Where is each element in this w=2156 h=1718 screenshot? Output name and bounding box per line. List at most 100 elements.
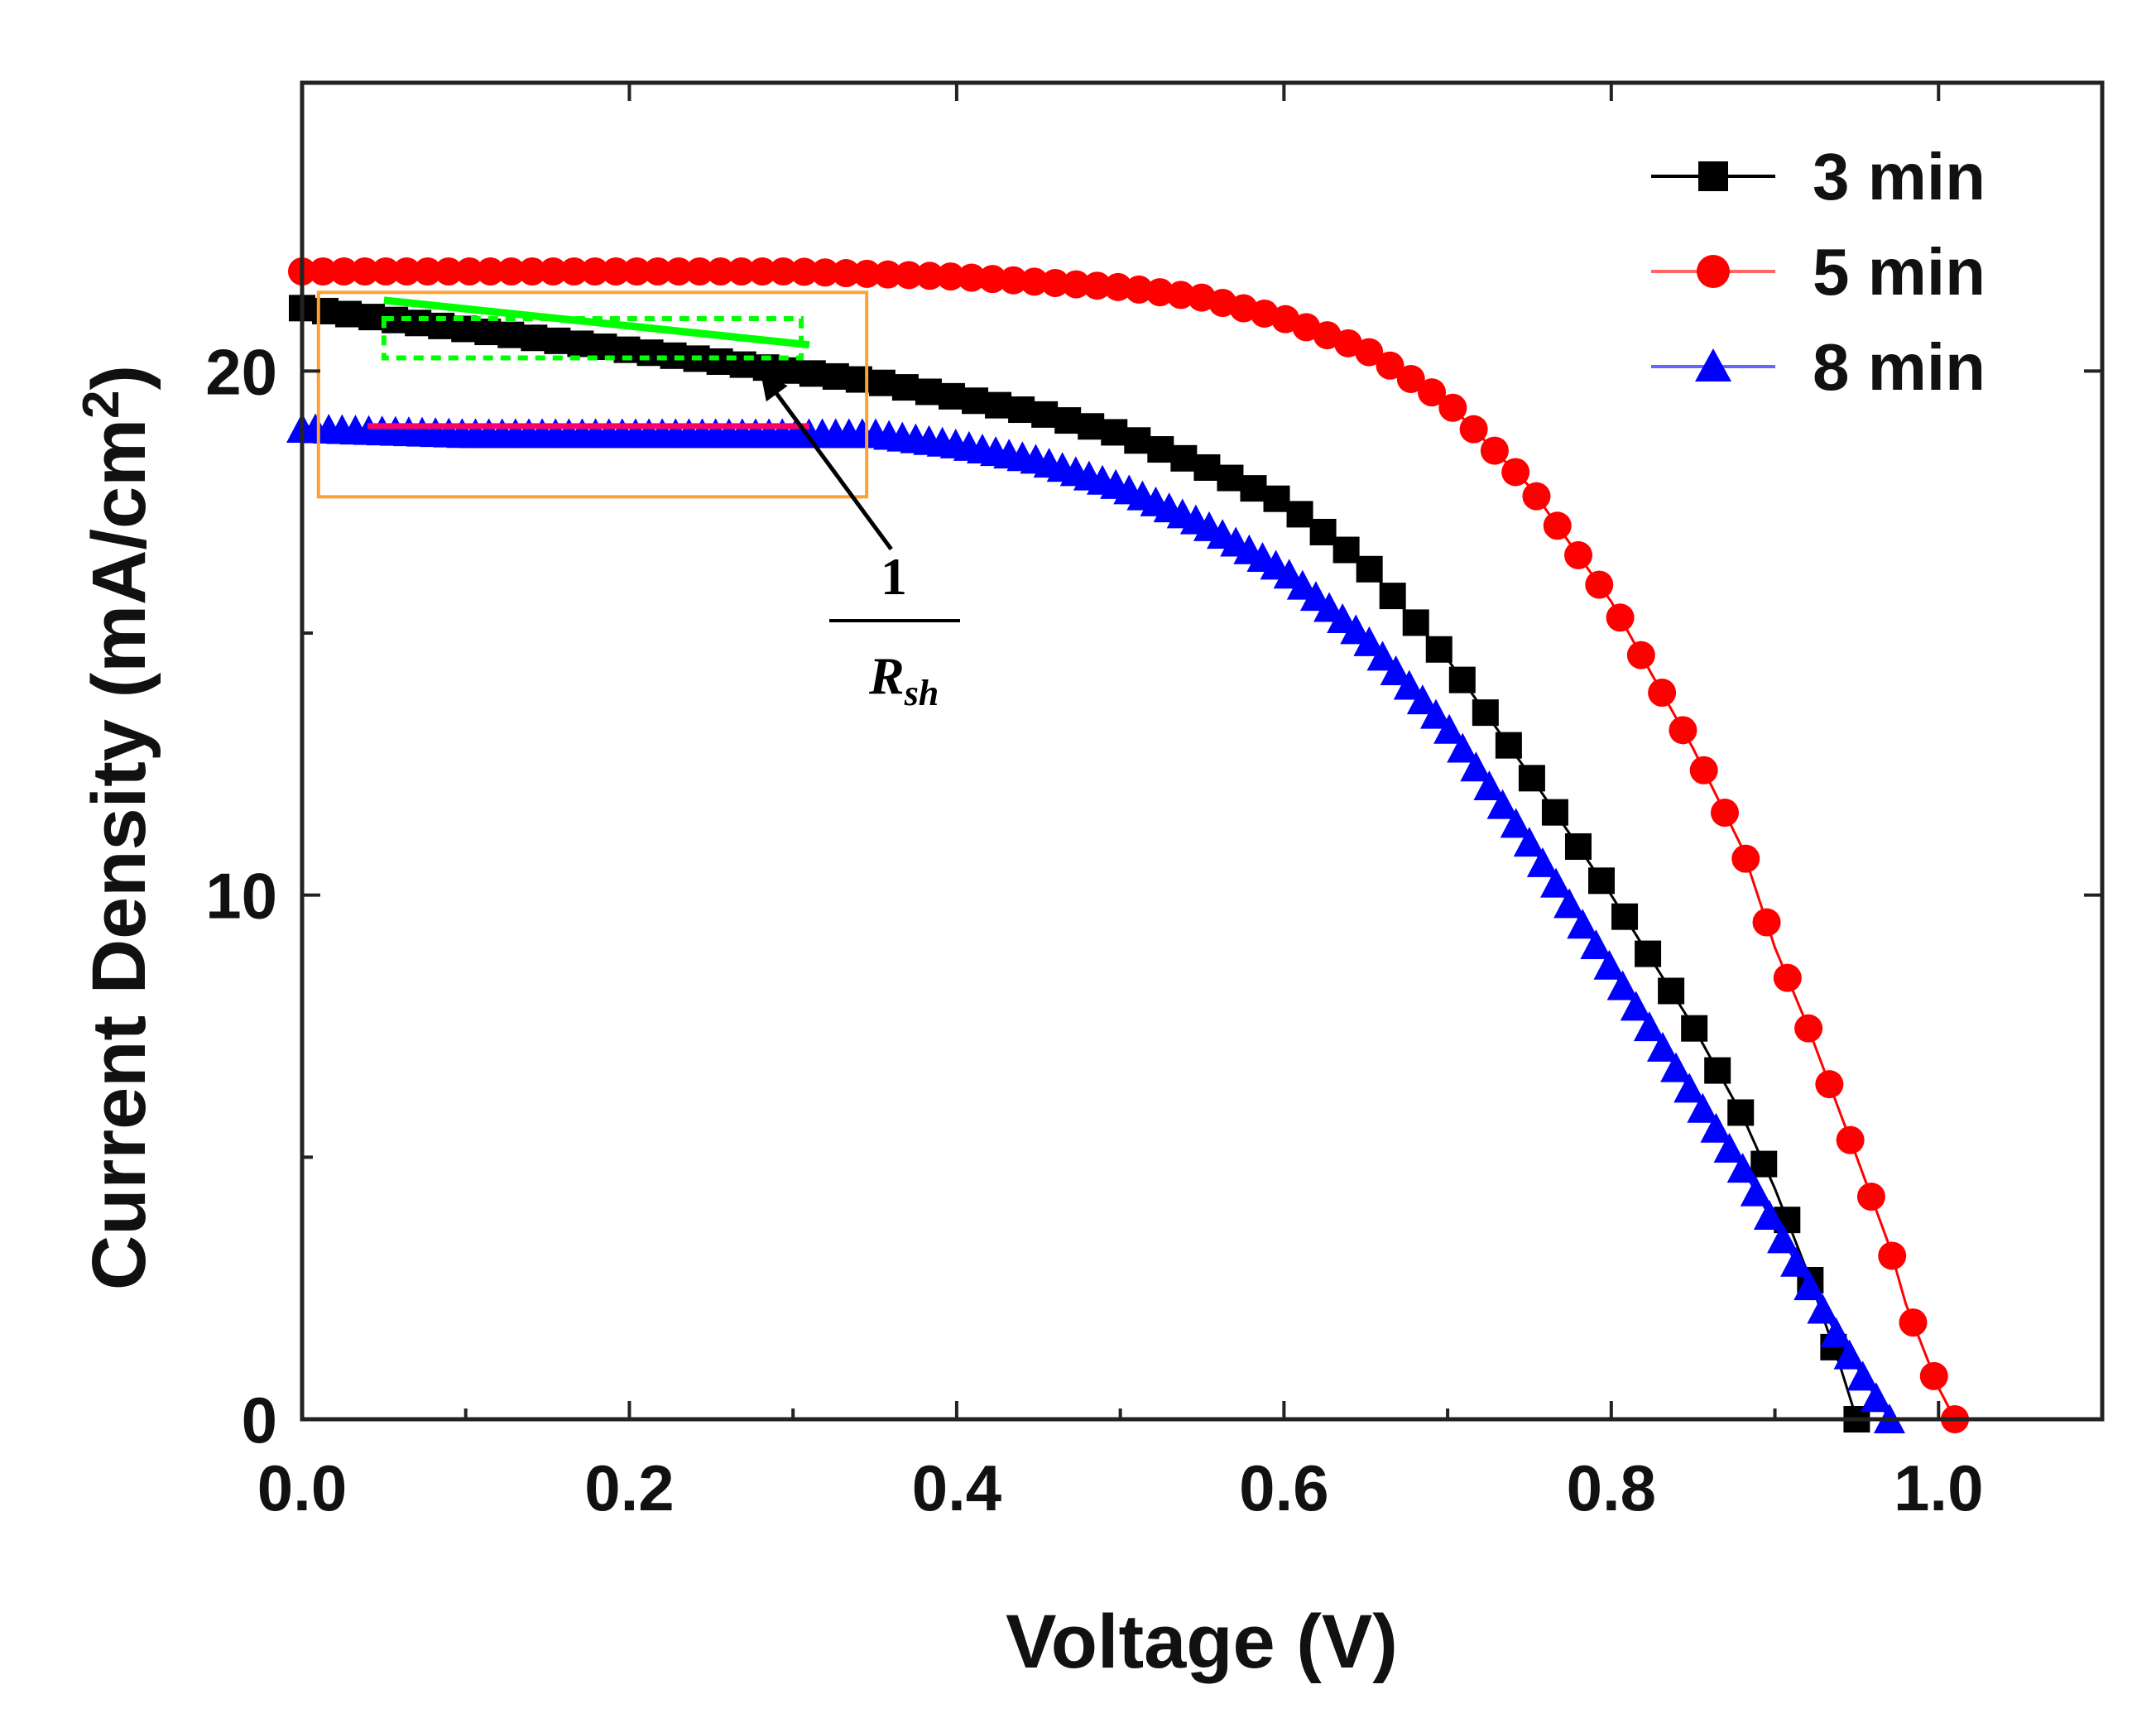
data-point [1540,867,1573,898]
data-point [1687,1092,1719,1123]
data-point [1501,458,1530,487]
data-point [1193,453,1221,481]
data-point [729,351,756,378]
legend-marker-5-min [1697,255,1730,288]
data-point [567,330,594,358]
data-point [329,257,358,286]
data-point [312,297,339,324]
data-point [539,257,568,286]
data-point [1658,977,1685,1005]
data-point [1673,1073,1706,1103]
series-layer [286,257,1970,1433]
series-5-min [288,257,1970,1433]
data-point [350,257,379,286]
data-point [1396,364,1425,393]
data-point [1794,1014,1823,1043]
data-point [1124,427,1151,454]
data-point [1263,485,1290,512]
data-point [1433,713,1466,744]
y-axis-label-superscript: 2 [73,391,130,419]
data-point [1031,401,1059,428]
data-point [1648,678,1677,707]
data-point [810,258,839,287]
data-point [895,261,924,290]
data-point [1147,436,1174,463]
data-point [1020,267,1049,296]
tangent-line [383,296,810,349]
data-point [335,300,363,328]
data-point [1103,272,1132,301]
data-point [1495,732,1522,759]
data-point [1820,1317,1852,1347]
data-point [985,391,1012,419]
data-point [1689,756,1718,785]
data-point [706,257,735,286]
series-8-min [286,413,1905,1433]
data-point [1217,464,1244,492]
data-point [1704,1057,1731,1084]
y-tick-label: 10 [205,860,277,933]
data-point [1402,609,1429,636]
data-point [476,257,505,286]
data-point [1713,1132,1745,1163]
data-point [915,262,944,290]
data-point [1620,991,1652,1021]
data-point [497,257,526,286]
y-tick-label: 0 [242,1384,277,1456]
data-point [1041,268,1070,297]
data-point [434,257,463,286]
data-point [1240,475,1267,502]
arrow-shaft [766,381,893,551]
data-point [727,257,756,286]
data-point [1807,1293,1839,1324]
data-point [1522,482,1551,511]
data-point [1773,963,1802,992]
annotation-denominator-subscript: sh [904,673,939,713]
data-point [521,324,548,352]
data-point [1815,1070,1844,1099]
data-point [1564,540,1593,569]
annotation-numerator: 1 [881,547,907,606]
data-point [999,266,1028,295]
data-point [1727,1099,1755,1126]
y-axis-label-main: Current Density (mA/cm [77,419,161,1290]
x-tick-label: 0.8 [1567,1452,1656,1524]
x-tick-label: 0.6 [1239,1452,1328,1524]
data-point [936,262,965,291]
data-point [1567,909,1599,939]
data-point [602,257,631,286]
data-point [1473,770,1505,800]
data-point [1309,518,1337,545]
data-point [1580,929,1612,959]
data-point [1588,867,1616,895]
data-point [957,263,986,292]
data-point [769,257,798,286]
data-point [978,265,1007,294]
data-point [873,260,902,289]
data-point [1472,699,1499,727]
x-tick-label: 0.4 [912,1452,1001,1524]
legend-marker-3-min [1698,161,1728,191]
data-point [1700,1112,1732,1143]
data-point [1166,281,1195,310]
data-point [636,339,664,367]
data-point [1419,698,1452,729]
data-point [685,257,714,286]
x-tick-label: 0.0 [257,1452,347,1524]
data-point [1726,1153,1759,1183]
data-point [1878,1241,1907,1270]
data-point [1418,378,1447,407]
data-point [706,348,733,375]
data-point [1626,641,1655,669]
data-point [1846,1360,1879,1391]
data-point [1836,1125,1865,1154]
data-point [832,259,861,288]
y-axis-label: Current Density (mA/cm2) [73,365,161,1290]
data-point [1448,666,1476,693]
data-point [1145,278,1174,307]
data-point [1460,751,1492,782]
data-point [1593,949,1625,980]
data-point [790,257,819,286]
data-point [1646,1031,1678,1062]
x-tick-label: 1.0 [1894,1452,1983,1524]
